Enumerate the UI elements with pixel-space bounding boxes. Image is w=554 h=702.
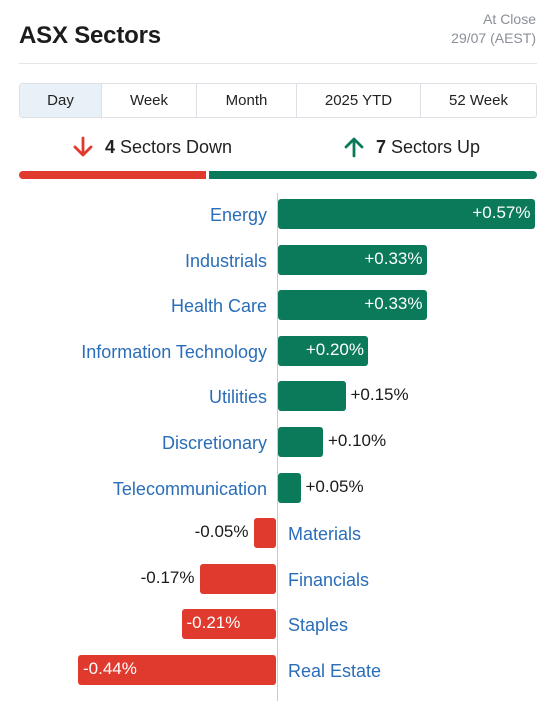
value-label-staples: -0.21% <box>186 613 241 633</box>
bar-health-care <box>278 290 427 321</box>
sector-label-financials[interactable]: Financials <box>288 569 370 590</box>
down-text: Sectors Down <box>120 136 233 157</box>
value-label-energy: +0.57% <box>472 203 531 222</box>
sector-label-materials[interactable]: Materials <box>288 524 362 545</box>
zero-axis <box>277 193 278 701</box>
sector-label-telecommunication[interactable]: Telecommunication <box>112 478 267 499</box>
value-label-telecommunication: +0.05% <box>305 476 364 496</box>
sector-label-utilities[interactable]: Utilities <box>208 387 267 408</box>
status-date: 29/07 (AEST) <box>451 30 536 46</box>
header-divider <box>19 63 537 64</box>
bar-staples <box>181 609 276 640</box>
page-title: ASX Sectors <box>19 22 161 49</box>
tab-week[interactable]: Week <box>102 84 197 117</box>
sector-label-energy[interactable]: Energy <box>209 205 267 225</box>
value-label-real-estate: -0.44% <box>83 659 137 678</box>
split-up-segment <box>209 171 537 179</box>
down-count: 4 <box>105 136 116 157</box>
sector-label-industrials[interactable]: Industrials <box>184 250 267 271</box>
split-down-segment <box>19 171 207 179</box>
market-status: At Close 29/07 (AEST) <box>451 10 536 48</box>
value-label-information-technology: +0.20% <box>305 339 364 359</box>
sector-label-real-estate[interactable]: Real Estate <box>288 661 382 681</box>
bar-utilities <box>278 381 346 412</box>
bar-telecommunication <box>278 472 301 503</box>
up-text: Sectors Up <box>391 136 481 157</box>
up-count: 7 <box>376 136 387 157</box>
arrow-up-icon <box>344 137 364 158</box>
sector-split-bar <box>19 171 537 179</box>
bar-real-estate <box>78 655 276 685</box>
value-label-financials: -0.17% <box>140 567 195 587</box>
tab-day[interactable]: Day <box>20 84 102 117</box>
sectors-down-summary: 4 Sectors Down <box>73 136 232 158</box>
sector-label-health-care[interactable]: Health Care <box>170 296 267 317</box>
bar-discretionary <box>278 427 323 457</box>
sector-label-discretionary[interactable]: Discretionary <box>161 433 267 453</box>
bar-financials <box>199 563 276 594</box>
tab-ytd[interactable]: 2025 YTD <box>297 84 421 117</box>
value-label-health-care: +0.33% <box>364 294 423 314</box>
bar-industrials <box>278 244 427 275</box>
tab-month[interactable]: Month <box>197 84 297 117</box>
value-label-utilities: +0.15% <box>350 385 409 405</box>
value-label-discretionary: +0.10% <box>328 431 387 450</box>
value-label-industrials: +0.33% <box>364 248 423 268</box>
tab-52-week[interactable]: 52 Week <box>449 92 508 109</box>
bar-information-technology <box>278 335 368 366</box>
sectors-up-summary: 7 Sectors Up <box>344 136 480 158</box>
sector-label-staples[interactable]: Staples <box>288 615 349 636</box>
bar-energy <box>278 199 535 229</box>
value-label-materials: -0.05% <box>194 522 249 542</box>
arrow-down-icon <box>73 136 93 157</box>
period-tabs: Day Week Month 2025 YTD 52 Week <box>19 83 537 118</box>
bar-materials <box>253 518 276 549</box>
sector-label-information-technology[interactable]: Information Technology <box>81 341 267 362</box>
status-text: At Close <box>483 11 536 27</box>
